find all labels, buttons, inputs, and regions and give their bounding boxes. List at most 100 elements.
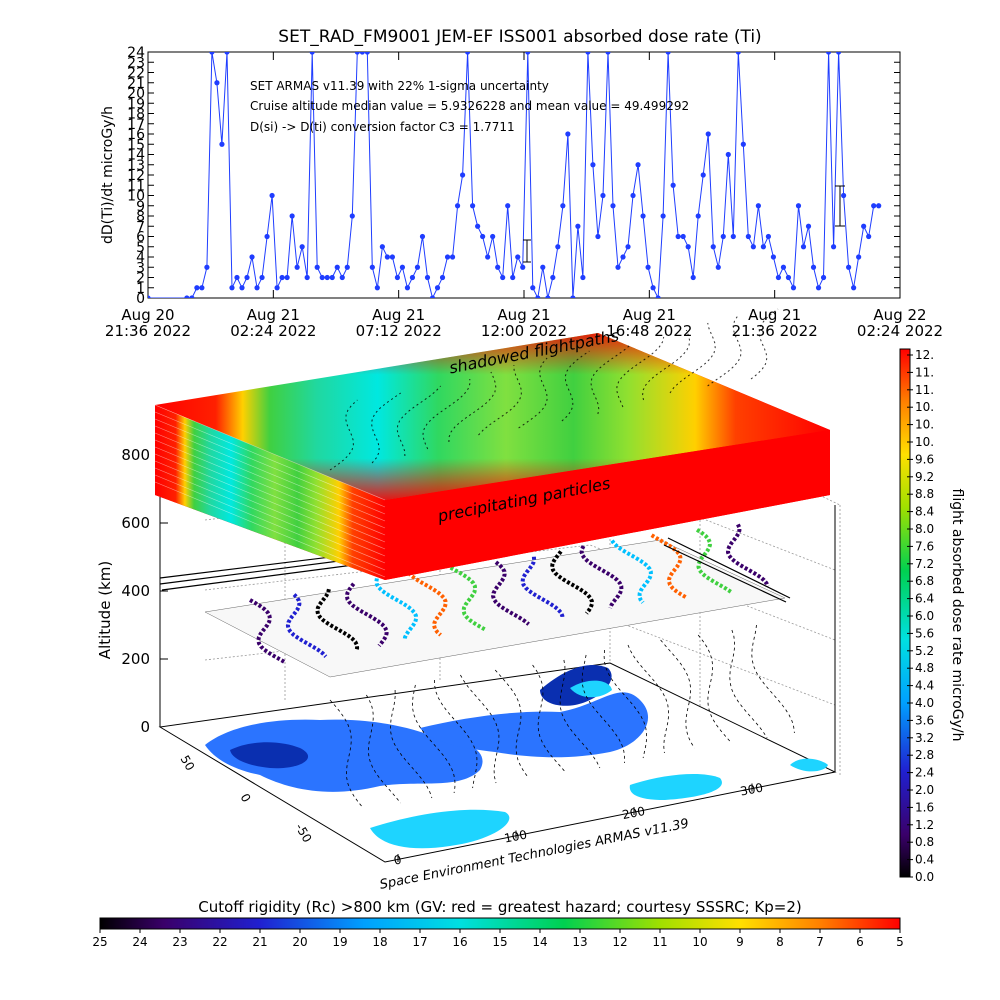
- ground-track: [697, 634, 732, 744]
- ground-track: [532, 664, 567, 774]
- data-point: [314, 264, 320, 270]
- data-point: [454, 203, 461, 209]
- x-tick-label-date: Aug 21: [247, 306, 300, 324]
- slab-track: [422, 379, 471, 450]
- data-point: [189, 295, 195, 298]
- data-point: [560, 203, 566, 209]
- data-point: [660, 213, 666, 219]
- slab-stripe: [154, 474, 386, 571]
- flightpath-track: [725, 523, 770, 588]
- top-slab-edge-stripes: [154, 404, 386, 578]
- slab-stripe: [154, 446, 386, 543]
- dose-rate-tick-label: 8.8: [915, 487, 934, 501]
- dose-rate-tick-label: 1.6: [915, 800, 934, 814]
- ground-track: [411, 684, 456, 794]
- data-point: [219, 141, 225, 147]
- timeseries-error-bar: [835, 185, 845, 227]
- timeseries-annotations: SET ARMAS v11.39 with 22% 1-sigma uncert…: [250, 79, 689, 134]
- x-tick-label-date: Aug 21: [748, 306, 801, 324]
- data-point: [304, 274, 310, 281]
- data-point: [630, 192, 636, 199]
- data-point: [570, 295, 576, 298]
- rigidity-tick-label: 19: [332, 935, 347, 949]
- top-slab-tracks: [329, 308, 779, 471]
- altitude-tick-label: 200: [121, 650, 150, 668]
- data-point: [610, 203, 616, 209]
- data-point: [755, 203, 761, 209]
- x-tick-label-date: Aug 21: [372, 306, 425, 324]
- y-tick-label: 21: [127, 76, 145, 92]
- y-tick-label: 17: [127, 117, 145, 133]
- slab-stripe: [154, 418, 386, 515]
- data-point: [434, 285, 441, 291]
- flightpath-track: [315, 588, 360, 652]
- data-point: [765, 233, 772, 240]
- x-tick-label-time: 21:36 2022: [732, 322, 818, 340]
- slab-stripe: [154, 411, 386, 508]
- data-point: [876, 203, 882, 209]
- slab-track: [642, 329, 691, 401]
- data-point: [710, 244, 716, 250]
- data-point: [495, 264, 501, 270]
- series-line: [148, 52, 879, 298]
- dose-rate-tick-label: 2.4: [915, 766, 934, 780]
- data-point: [505, 203, 511, 209]
- x-tick-label-date: Aug 21: [497, 306, 550, 324]
- dose-rate-tick-label: 10.: [915, 400, 934, 414]
- slab-stripe: [154, 481, 386, 578]
- data-point: [449, 254, 456, 260]
- dose-rate-colorbar: 0.0 0.4 0.8 1.2 1.6 2.0 2.4 2.8 3.2 3.6 4.0 4.4 4.8 5…: [899, 348, 965, 884]
- data-point: [490, 233, 496, 240]
- data-point: [815, 285, 822, 291]
- data-point: [374, 285, 380, 291]
- data-point: [705, 131, 711, 137]
- data-point: [580, 274, 586, 281]
- data-point: [655, 295, 661, 298]
- data-point: [244, 274, 250, 281]
- y-tick-label: 2: [136, 271, 145, 287]
- rigidity-tick-label: 10: [692, 935, 707, 949]
- dose-rate-tick-label: 1.2: [915, 818, 934, 832]
- rigidity-tick-label: 15: [492, 935, 507, 949]
- rigidity-tick-label: 11: [652, 935, 667, 949]
- lon-tick-label: 300: [739, 780, 764, 798]
- data-point: [465, 52, 471, 55]
- data-point: [851, 285, 857, 291]
- data-point: [475, 223, 481, 229]
- data-point: [720, 233, 726, 240]
- data-point: [835, 52, 842, 55]
- ground-track: [366, 694, 401, 804]
- data-point: [234, 274, 240, 281]
- data-point: [289, 213, 295, 219]
- data-point: [214, 80, 220, 86]
- data-point: [424, 274, 431, 281]
- y-tick-label: 22: [127, 66, 145, 82]
- y-tick-label: 12: [127, 168, 145, 184]
- slab-track: [669, 322, 716, 394]
- y-tick-label: 1: [136, 281, 145, 297]
- data-point: [399, 264, 406, 270]
- lon-tick-label: 100: [503, 827, 528, 845]
- x-tick-label-date: Aug 21: [623, 306, 676, 324]
- dose-rate-tick-label: 11.: [915, 365, 934, 379]
- flightpath-track: [344, 582, 389, 648]
- data-point: [334, 264, 340, 270]
- rigidity-tick-label: 23: [172, 935, 187, 949]
- rigidity-tick-label: 8: [776, 935, 784, 949]
- ground-track: [329, 699, 364, 809]
- x-tick-label-time: 12:00 2022: [481, 322, 567, 340]
- dose-rate-tick-label: 0.8: [915, 835, 934, 849]
- slab-stripe: [154, 439, 386, 536]
- rigidity-tick-label: 25: [92, 935, 107, 949]
- data-point: [515, 254, 521, 260]
- slab-track: [370, 392, 401, 464]
- data-point: [369, 264, 375, 270]
- data-point: [470, 203, 476, 209]
- flightpath-track: [650, 533, 687, 599]
- dose-rate-colorbar-ticks: 0.0 0.4 0.8 1.2 1.6 2.0 2.4 2.8 3.2 3.6 4.0 4.4 4.8 5…: [907, 348, 934, 884]
- data-point: [344, 264, 350, 270]
- y-tick-label: 24: [127, 45, 145, 61]
- slab-track: [396, 385, 441, 457]
